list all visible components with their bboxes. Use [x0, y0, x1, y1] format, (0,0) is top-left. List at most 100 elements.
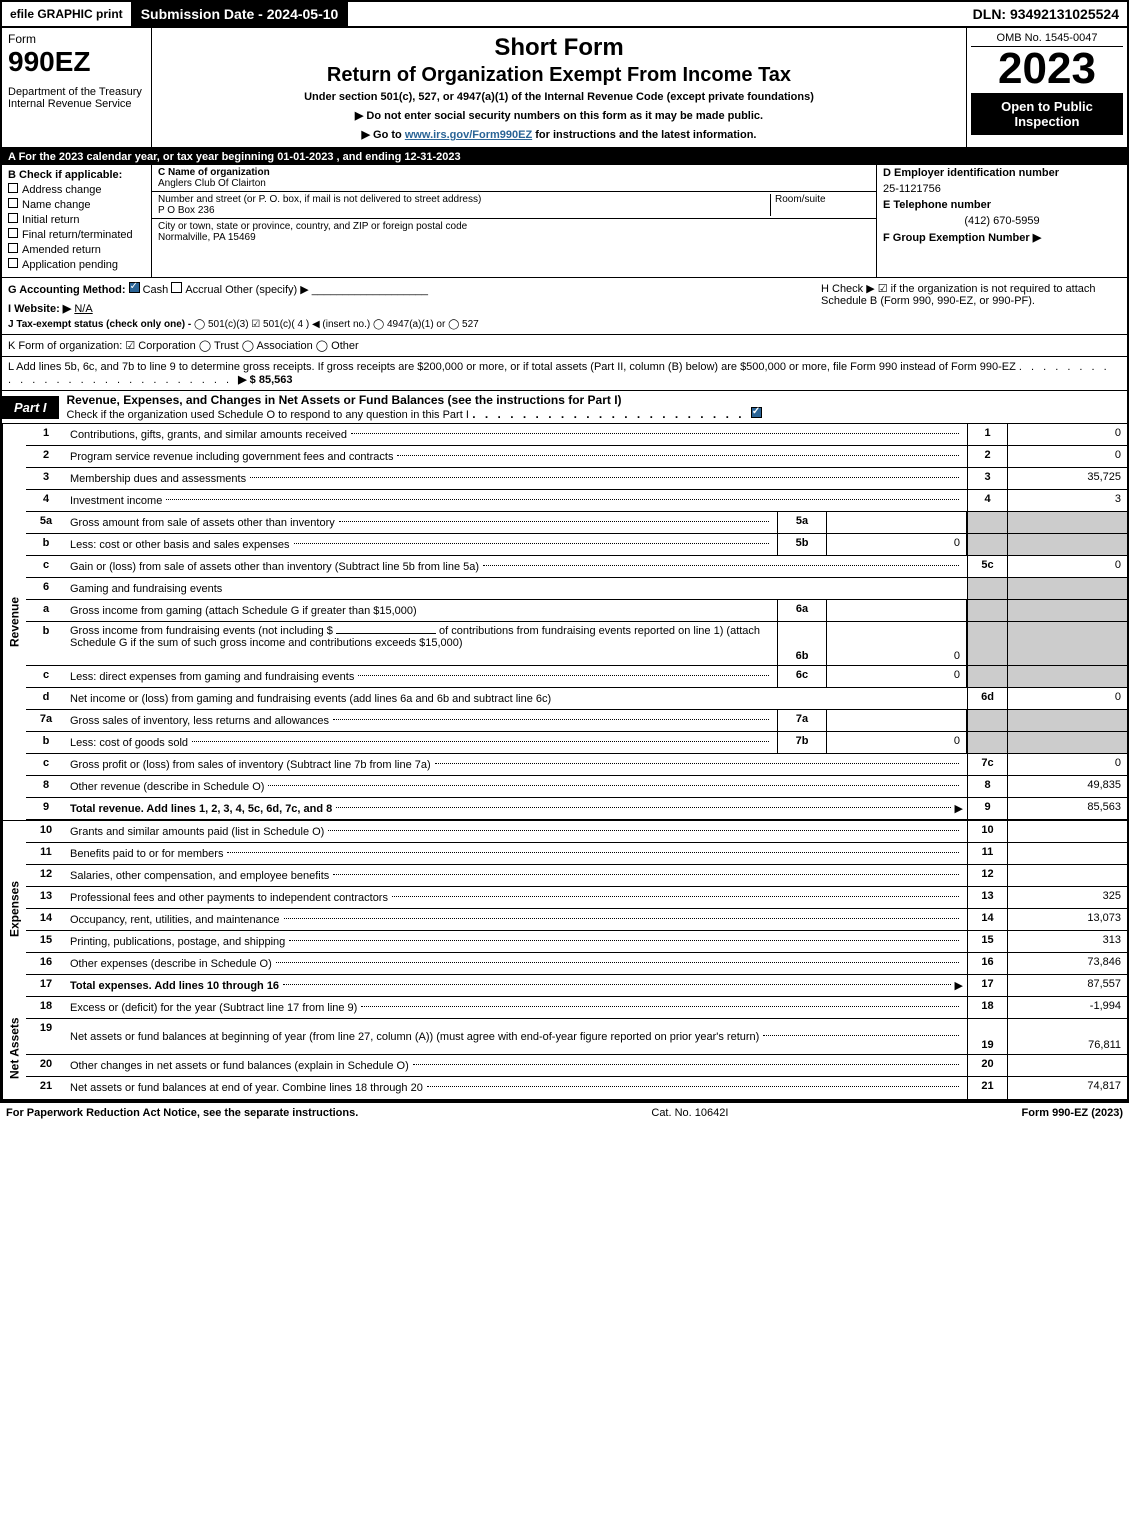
line-5c: c Gain or (loss) from sale of assets oth…: [26, 556, 1127, 578]
line-19: 19 Net assets or fund balances at beginn…: [26, 1019, 1127, 1055]
section-g: G Accounting Method: Cash Accrual Other …: [8, 282, 821, 330]
section-l: L Add lines 5b, 6c, and 7b to line 9 to …: [0, 357, 1129, 391]
line-20: 20 Other changes in net assets or fund b…: [26, 1055, 1127, 1077]
netassets-side-label: Net Assets: [2, 997, 26, 1099]
group-exemption-label: F Group Exemption Number ▶: [883, 231, 1121, 244]
line-6b: b Gross income from fundraising events (…: [26, 622, 1127, 666]
topbar-left: efile GRAPHIC print Submission Date - 20…: [2, 2, 348, 26]
j-options: ◯ 501(c)(3) ☑ 501(c)( 4 ) ◀ (insert no.)…: [194, 319, 479, 330]
line-9: 9 Total revenue. Add lines 1, 2, 3, 4, 5…: [26, 798, 1127, 820]
section-b: B Check if applicable: Address change Na…: [2, 165, 152, 277]
website-value: N/A: [74, 303, 92, 315]
cash-checkbox[interactable]: [129, 282, 140, 293]
bcd-row: B Check if applicable: Address change Na…: [0, 165, 1129, 278]
check-amended-return[interactable]: Amended return: [8, 243, 145, 256]
revenue-side-label: Revenue: [2, 424, 26, 820]
line-2: 2 Program service revenue including gove…: [26, 446, 1127, 468]
form-word: Form: [8, 32, 36, 46]
section-a: A For the 2023 calendar year, or tax yea…: [0, 149, 1129, 165]
b-label: B Check if applicable:: [8, 169, 145, 181]
ein-value: 25-1121756: [883, 183, 1121, 195]
line-14: 14 Occupancy, rent, utilities, and maint…: [26, 909, 1127, 931]
section-k: K Form of organization: ☑ Corporation ◯ …: [0, 335, 1129, 357]
line-11: 11 Benefits paid to or for members 11: [26, 843, 1127, 865]
line-8: 8 Other revenue (describe in Schedule O)…: [26, 776, 1127, 798]
footer-left: For Paperwork Reduction Act Notice, see …: [6, 1107, 358, 1119]
form-number: 990EZ: [8, 46, 145, 78]
line-5b: b Less: cost or other basis and sales ex…: [26, 534, 1127, 556]
form-header: Form 990EZ Department of the Treasury In…: [0, 28, 1129, 149]
check-address-change[interactable]: Address change: [8, 183, 145, 196]
section-h: H Check ▶ ☑ if the organization is not r…: [821, 282, 1121, 330]
line-12: 12 Salaries, other compensation, and emp…: [26, 865, 1127, 887]
part1-title: Revenue, Expenses, and Changes in Net As…: [59, 391, 1127, 423]
line-7b: b Less: cost of goods sold 7b 0: [26, 732, 1127, 754]
phone-label: E Telephone number: [883, 199, 1121, 211]
gross-receipts: ▶ $ 85,563: [238, 374, 292, 386]
irs-label: Internal Revenue Service: [8, 98, 145, 110]
org-street: P O Box 236: [158, 205, 215, 216]
section-d: D Employer identification number 25-1121…: [877, 165, 1127, 277]
open-public-badge: Open to Public Inspection: [971, 93, 1123, 135]
ein-label: D Employer identification number: [883, 167, 1121, 179]
under-section: Under section 501(c), 527, or 4947(a)(1)…: [158, 91, 960, 103]
room-label: Room/suite: [775, 194, 826, 205]
org-city: Normalville, PA 15469: [158, 232, 256, 243]
line-13: 13 Professional fees and other payments …: [26, 887, 1127, 909]
section-c: C Name of organization Anglers Club Of C…: [152, 165, 877, 277]
irs-link[interactable]: www.irs.gov/Form990EZ: [405, 129, 532, 141]
revenue-section: Revenue 1 Contributions, gifts, grants, …: [0, 424, 1129, 820]
check-initial-return[interactable]: Initial return: [8, 213, 145, 226]
submission-date: Submission Date - 2024-05-10: [131, 2, 349, 26]
line-4: 4 Investment income 4 3: [26, 490, 1127, 512]
line-21: 21 Net assets or fund balances at end of…: [26, 1077, 1127, 1099]
gh-row: G Accounting Method: Cash Accrual Other …: [0, 278, 1129, 335]
no-ssn-note: ▶ Do not enter social security numbers o…: [158, 109, 960, 122]
line-6: 6 Gaming and fundraising events: [26, 578, 1127, 600]
check-name-change[interactable]: Name change: [8, 198, 145, 211]
header-center: Short Form Return of Organization Exempt…: [152, 28, 967, 147]
page-footer: For Paperwork Reduction Act Notice, see …: [0, 1101, 1129, 1123]
j-label: J Tax-exempt status (check only one) -: [8, 319, 191, 330]
footer-right: Form 990-EZ (2023): [1022, 1107, 1123, 1119]
c-city-label: City or town, state or province, country…: [158, 221, 467, 232]
c-street-label: Number and street (or P. O. box, if mail…: [158, 194, 481, 205]
top-bar: efile GRAPHIC print Submission Date - 20…: [0, 0, 1129, 28]
c-name-label: C Name of organization: [158, 167, 270, 178]
header-left: Form 990EZ Department of the Treasury In…: [2, 28, 152, 147]
part1-header: Part I Revenue, Expenses, and Changes in…: [0, 391, 1129, 424]
check-final-return[interactable]: Final return/terminated: [8, 228, 145, 241]
line-17: 17 Total expenses. Add lines 10 through …: [26, 975, 1127, 997]
efile-label: efile GRAPHIC print: [2, 3, 131, 25]
header-right: OMB No. 1545-0047 2023 Open to Public In…: [967, 28, 1127, 147]
line-10: 10 Grants and similar amounts paid (list…: [26, 821, 1127, 843]
line-6d: d Net income or (loss) from gaming and f…: [26, 688, 1127, 710]
org-name: Anglers Club Of Clairton: [158, 178, 266, 189]
line-16: 16 Other expenses (describe in Schedule …: [26, 953, 1127, 975]
tax-year: 2023: [971, 47, 1123, 91]
line-3: 3 Membership dues and assessments 3 35,7…: [26, 468, 1127, 490]
i-label: I Website: ▶: [8, 303, 71, 315]
footer-center: Cat. No. 10642I: [651, 1107, 728, 1119]
accrual-checkbox[interactable]: [171, 282, 182, 293]
short-form-title: Short Form: [158, 34, 960, 62]
line-1: 1 Contributions, gifts, grants, and simi…: [26, 424, 1127, 446]
line-18: 18 Excess or (deficit) for the year (Sub…: [26, 997, 1127, 1019]
goto-link[interactable]: ▶ Go to www.irs.gov/Form990EZ for instru…: [158, 128, 960, 141]
phone-value: (412) 670-5959: [883, 215, 1121, 227]
line-6c: c Less: direct expenses from gaming and …: [26, 666, 1127, 688]
netassets-section: Net Assets 18 Excess or (deficit) for th…: [0, 997, 1129, 1101]
part1-tag: Part I: [2, 396, 59, 419]
expenses-section: Expenses 10 Grants and similar amounts p…: [0, 820, 1129, 997]
line-15: 15 Printing, publications, postage, and …: [26, 931, 1127, 953]
expenses-side-label: Expenses: [2, 821, 26, 997]
line-7c: c Gross profit or (loss) from sales of i…: [26, 754, 1127, 776]
line-5a: 5a Gross amount from sale of assets othe…: [26, 512, 1127, 534]
return-title: Return of Organization Exempt From Incom…: [158, 64, 960, 87]
line-6a: a Gross income from gaming (attach Sched…: [26, 600, 1127, 622]
check-application-pending[interactable]: Application pending: [8, 258, 145, 271]
dept-treasury: Department of the Treasury: [8, 86, 145, 98]
line-7a: 7a Gross sales of inventory, less return…: [26, 710, 1127, 732]
schedule-o-checkbox[interactable]: [751, 407, 762, 418]
dln: DLN: 93492131025524: [965, 2, 1127, 26]
